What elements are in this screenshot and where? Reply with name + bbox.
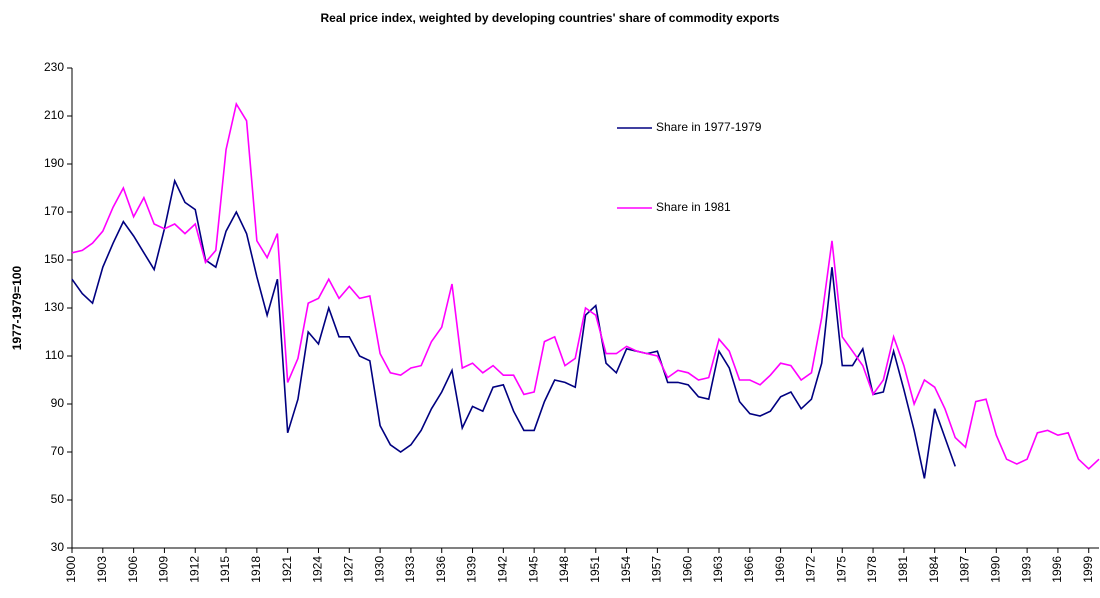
x-tick-label: 1969 [773, 556, 787, 583]
x-tick-label: 1909 [157, 556, 171, 583]
x-tick-label: 1957 [650, 556, 664, 583]
x-tick-label: 1900 [64, 556, 78, 583]
y-tick-label: 210 [44, 108, 64, 122]
y-tick-label: 230 [44, 60, 64, 74]
x-tick-label: 1903 [95, 556, 109, 583]
y-tick-label: 30 [51, 540, 65, 554]
y-tick-label: 190 [44, 156, 64, 170]
x-tick-label: 1975 [834, 556, 848, 583]
x-tick-label: 1984 [927, 556, 941, 583]
x-tick-label: 1981 [896, 556, 910, 583]
x-tick-label: 1954 [619, 556, 633, 583]
series-line [71, 178, 956, 479]
series-line [71, 101, 1100, 470]
x-tick-label: 1978 [865, 556, 879, 583]
y-tick-label: 130 [44, 300, 64, 314]
x-tick-label: 1918 [249, 556, 263, 583]
y-axis-label: 1977-1979=100 [10, 265, 24, 350]
x-tick-label: 1912 [187, 556, 201, 583]
y-tick-label: 170 [44, 204, 64, 218]
y-tick-label: 50 [51, 492, 65, 506]
x-tick-label: 1906 [126, 556, 140, 583]
x-tick-label: 1972 [804, 556, 818, 583]
x-tick-label: 1924 [311, 556, 325, 583]
x-tick-label: 1996 [1050, 556, 1064, 583]
x-tick-label: 1960 [680, 556, 694, 583]
y-tick-label: 110 [45, 348, 64, 362]
x-tick-label: 1999 [1081, 556, 1095, 583]
x-tick-label: 1930 [372, 556, 386, 583]
x-tick-label: 1936 [434, 556, 448, 583]
y-tick-label: 70 [51, 444, 65, 458]
x-tick-label: 1966 [742, 556, 756, 583]
x-tick-label: 1921 [280, 556, 294, 583]
x-tick-label: 1990 [988, 556, 1002, 583]
x-tick-label: 1945 [526, 556, 540, 583]
x-tick-label: 1915 [218, 556, 232, 583]
x-tick-label: 1963 [711, 556, 725, 583]
x-tick-label: 1948 [557, 556, 571, 583]
chart-title: Real price index, weighted by developing… [321, 11, 780, 25]
y-tick-label: 150 [44, 252, 64, 266]
x-tick-label: 1951 [588, 556, 602, 583]
y-tick-label: 90 [51, 396, 65, 410]
legend-label: Share in 1981 [656, 200, 731, 214]
x-tick-label: 1993 [1019, 556, 1033, 583]
legend-label: Share in 1977-1979 [656, 120, 762, 134]
x-tick-label: 1933 [403, 556, 417, 583]
x-tick-label: 1927 [341, 556, 355, 583]
x-tick-label: 1987 [958, 556, 972, 583]
x-tick-label: 1939 [465, 556, 479, 583]
x-tick-label: 1942 [496, 556, 510, 583]
